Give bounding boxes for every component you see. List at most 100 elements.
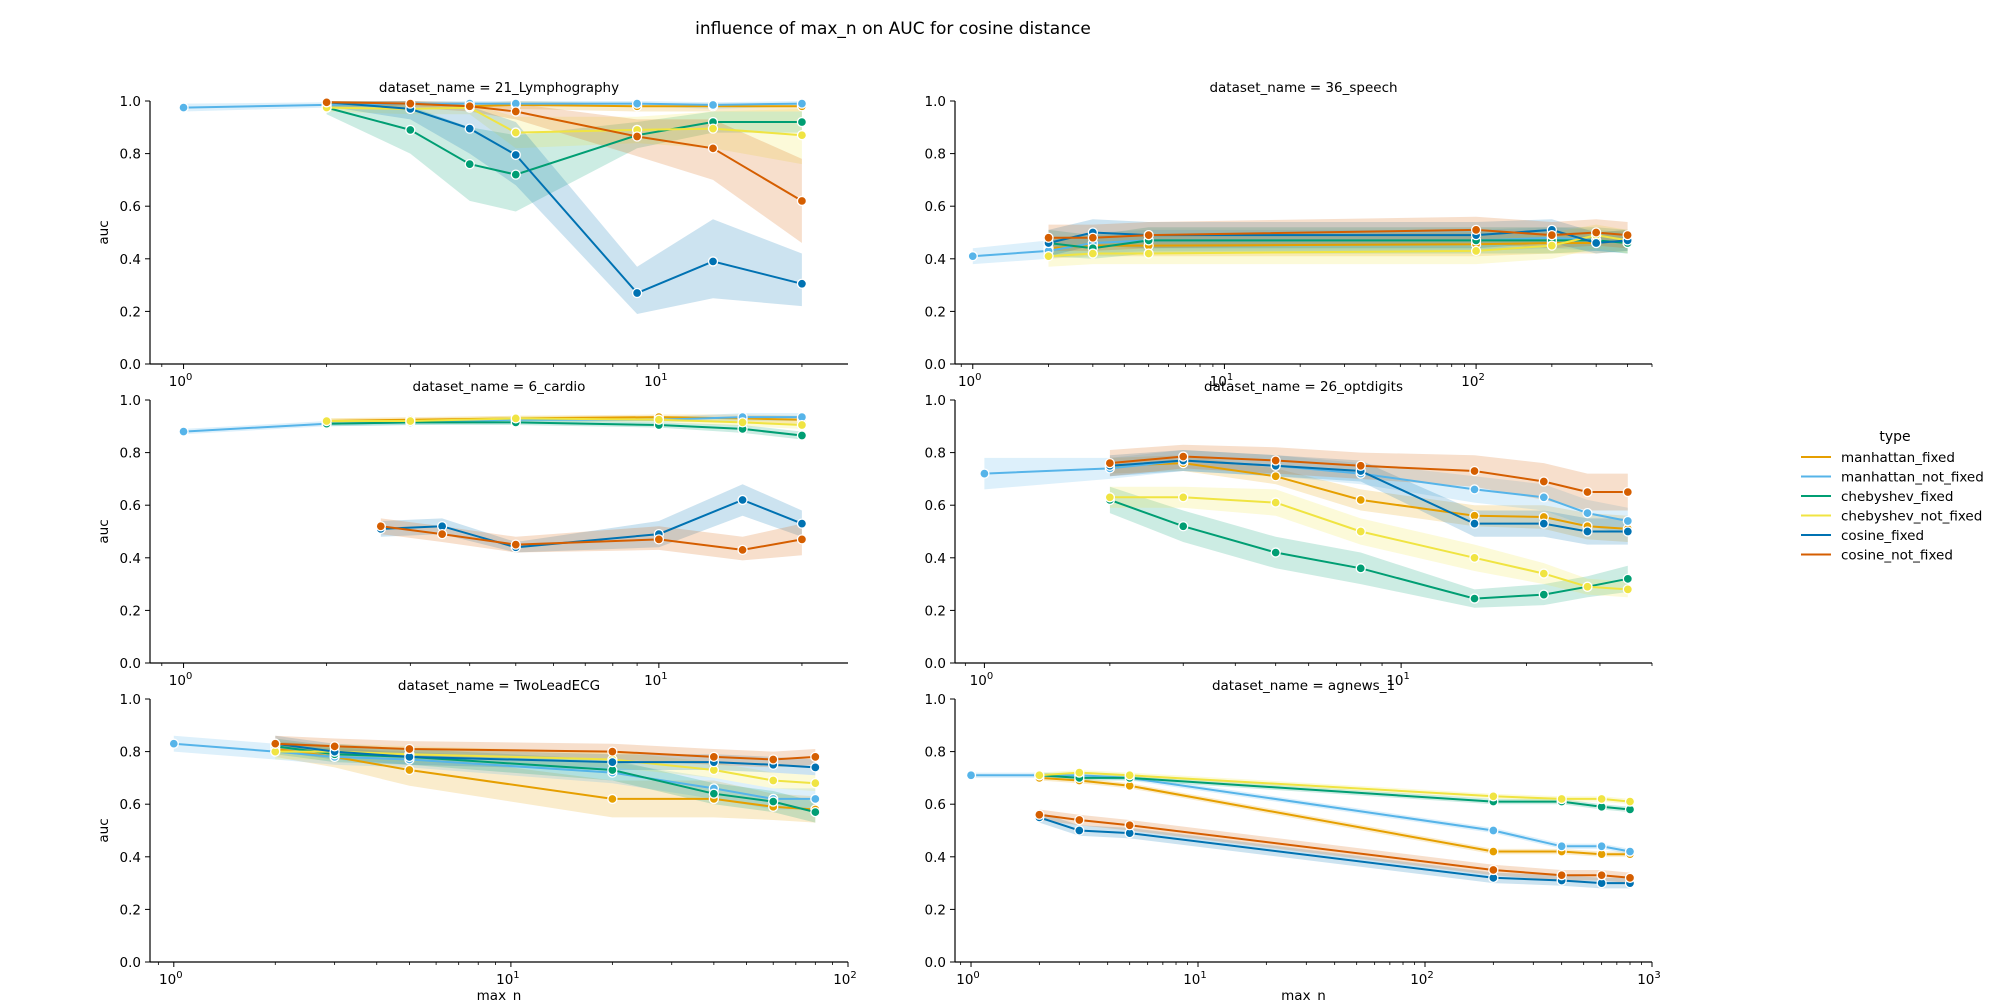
subplot-4: dataset_name = 26_optdigits 0.0 0.2 0.4 0.6 0… — [925, 379, 1653, 689]
subplot-grid: dataset_name = 21_Lymphography 0.0 0.2 0.4 0… — [96, 80, 1661, 1000]
y-tick-label: 0.2 — [120, 902, 141, 918]
data-point-manhattan_not_fixed — [1622, 515, 1633, 527]
x-tick-label: 102 — [1461, 372, 1485, 390]
x-axis-label: max_n — [477, 988, 522, 1000]
y-tick-label: 0.0 — [925, 656, 946, 672]
data-point-manhattan_not_fixed — [1556, 841, 1567, 852]
data-point-manhattan_not_fixed — [967, 251, 978, 262]
data-point-cosine_not_fixed — [1591, 227, 1602, 238]
y-tick-label: 1.0 — [925, 393, 946, 409]
data-point-cosine_not_fixed — [796, 534, 808, 545]
x-tick-label: 101 — [644, 372, 668, 390]
legend-label-manhattan_fixed: manhattan_fixed — [1841, 450, 1955, 466]
data-point-cosine_fixed — [510, 149, 521, 161]
data-point-cosine_fixed — [737, 494, 748, 506]
series-line-chebyshev_not_fixed — [1109, 496, 1628, 591]
y-tick-label: 1.0 — [925, 94, 946, 110]
data-point-cosine_not_fixed — [510, 106, 521, 117]
data-point-cosine_fixed — [631, 287, 643, 299]
y-tick-label: 0.8 — [120, 147, 141, 163]
data-point-chebyshev_not_fixed — [1124, 770, 1135, 781]
legend-label-manhattan_not_fixed: manhattan_not_fixed — [1841, 470, 1984, 486]
legend-title: type — [1879, 429, 1910, 445]
data-point-chebyshev_not_fixed — [1074, 767, 1085, 778]
data-point-chebyshev_not_fixed — [1546, 240, 1558, 251]
ci-band-cosine_not_fixed — [1109, 444, 1628, 511]
subplot-title: dataset_name = agnews_1 — [1212, 678, 1395, 694]
data-point-cosine_not_fixed — [1538, 476, 1549, 487]
y-tick-label: 1.0 — [120, 94, 141, 110]
ci-band-chebyshev_fixed — [1109, 486, 1628, 608]
y-tick-label: 0.4 — [120, 850, 141, 866]
data-point-chebyshev_not_fixed — [1087, 248, 1098, 259]
data-point-cosine_fixed — [707, 256, 719, 267]
ci-band-manhattan_not_fixed — [183, 413, 802, 435]
data-point-cosine_not_fixed — [1469, 465, 1480, 477]
y-tick-label: 1.0 — [120, 393, 141, 409]
y-tick-label: 0.8 — [925, 745, 946, 761]
data-point-manhattan_not_fixed — [810, 793, 821, 805]
data-point-manhattan_not_fixed — [979, 468, 990, 479]
series-line-cosine_not_fixed — [1109, 455, 1628, 493]
data-point-cosine_not_fixed — [1178, 451, 1189, 462]
ci-band-chebyshev_not_fixed — [326, 103, 802, 165]
y-axis-label: auc — [96, 818, 112, 842]
series-line-chebyshev_not_fixed — [326, 417, 802, 426]
data-point-cosine_not_fixed — [1034, 809, 1045, 820]
data-point-chebyshev_not_fixed — [510, 127, 521, 138]
x-tick-label: 102 — [833, 970, 857, 988]
data-point-chebyshev_not_fixed — [1043, 251, 1054, 262]
series-line-cosine_not_fixed — [380, 525, 803, 551]
data-point-manhattan_fixed — [1355, 494, 1366, 506]
y-tick-label: 0.6 — [925, 199, 946, 215]
data-point-cosine_not_fixed — [1556, 870, 1567, 881]
subplot-title: dataset_name = TwoLeadECG — [398, 678, 600, 694]
data-point-cosine_not_fixed — [464, 101, 475, 112]
data-point-cosine_fixed — [464, 123, 475, 134]
ci-band-cosine_fixed — [1048, 219, 1628, 257]
legend-entries: manhattan_fixed manhattan_not_fixedchebys… — [1801, 450, 1984, 564]
x-tick-label: 100 — [169, 671, 193, 689]
data-point-manhattan_not_fixed — [1469, 484, 1480, 495]
y-tick-label: 0.4 — [925, 850, 946, 866]
data-point-chebyshev_not_fixed — [737, 417, 748, 428]
data-point-cosine_not_fixed — [1622, 486, 1633, 498]
subplot-title: dataset_name = 36_speech — [1209, 80, 1397, 96]
data-point-cosine_not_fixed — [737, 544, 748, 556]
data-point-chebyshev_not_fixed — [653, 414, 665, 425]
data-point-manhattan_not_fixed — [965, 770, 977, 781]
data-point-cosine_not_fixed — [1488, 864, 1499, 876]
data-point-chebyshev_not_fixed — [1143, 248, 1154, 259]
y-tick-label: 0.0 — [925, 955, 946, 971]
data-point-chebyshev_not_fixed — [1104, 492, 1116, 503]
x-tick-label: 101 — [1183, 970, 1207, 988]
data-point-chebyshev_not_fixed — [768, 775, 779, 786]
data-point-chebyshev_fixed — [768, 796, 779, 807]
y-tick-label: 0.2 — [925, 304, 946, 320]
data-point-cosine_fixed — [1582, 526, 1593, 537]
data-point-chebyshev_not_fixed — [796, 419, 808, 431]
data-point-cosine_not_fixed — [405, 98, 416, 109]
x-tick-label: 100 — [958, 372, 982, 390]
data-point-manhattan_not_fixed — [1582, 507, 1593, 519]
ci-band-manhattan_fixed — [1109, 455, 1628, 542]
y-tick-label: 0.8 — [925, 446, 946, 462]
data-point-manhattan_not_fixed — [631, 98, 643, 109]
data-point-chebyshev_not_fixed — [1178, 492, 1189, 503]
data-point-cosine_not_fixed — [1074, 814, 1085, 826]
data-point-cosine_fixed — [1469, 518, 1480, 529]
series-line-manhattan_not_fixed — [183, 102, 802, 109]
subplot-6: dataset_name = agnews_1 0.0 0.2 0.4 0.6 0.8 1.… — [925, 678, 1661, 1000]
data-point-chebyshev_not_fixed — [1538, 568, 1549, 579]
data-point-cosine_fixed — [1622, 526, 1633, 537]
y-tick-label: 0.2 — [120, 304, 141, 320]
data-point-cosine_not_fixed — [1355, 460, 1366, 471]
data-point-cosine_fixed — [796, 518, 808, 529]
data-point-chebyshev_not_fixed — [810, 778, 821, 789]
data-point-manhattan_not_fixed — [168, 738, 179, 749]
data-point-cosine_fixed — [607, 756, 618, 768]
data-point-manhattan_fixed — [1270, 471, 1281, 482]
data-point-manhattan_not_fixed — [1488, 825, 1499, 836]
subplot-title: dataset_name = 21_Lymphography — [379, 80, 619, 96]
data-point-chebyshev_fixed — [810, 806, 821, 818]
